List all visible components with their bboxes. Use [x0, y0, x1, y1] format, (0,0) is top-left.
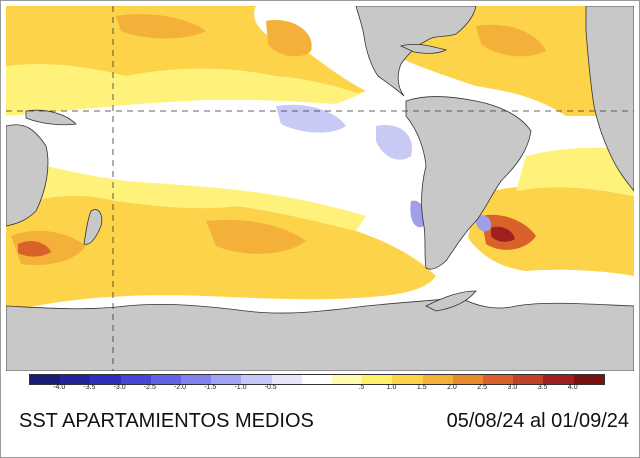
landmasses — [6, 6, 634, 371]
land-new-zealand — [83, 209, 103, 245]
colorbar-tick-label: -2.5 — [143, 384, 156, 391]
anomaly-field — [6, 6, 634, 311]
colorbar-tick-label: -3.0 — [113, 384, 126, 391]
warm-anomaly-malvinas-extreme — [491, 226, 515, 242]
land-south-america — [405, 96, 532, 270]
warm-anomaly-sw-pacific-light — [6, 156, 366, 231]
cool-anomaly-east-pacific — [276, 104, 346, 133]
colorbar-cell — [60, 375, 91, 384]
colorbar-cell — [90, 375, 121, 384]
colorbar-cell — [483, 375, 514, 384]
colorbar-tick-label: 3.5 — [537, 384, 548, 391]
map-canvas — [6, 6, 634, 371]
colorbar-cell — [332, 375, 363, 384]
colorbar-cell — [271, 375, 302, 384]
warm-anomaly-north-atlantic-strong — [476, 24, 546, 57]
colorbar-tick-label: 1.0 — [386, 384, 397, 391]
land-florida-cuba — [399, 43, 448, 54]
colorbar-tick-label: -4.0 — [53, 384, 66, 391]
warm-anomaly-north-pacific-strong — [266, 20, 312, 57]
figure-title: SST APARTAMIENTOS MEDIOS — [19, 410, 314, 432]
colorbar-cell — [120, 375, 151, 384]
warm-anomaly-tasman — [11, 230, 86, 266]
warm-anomaly-sw-pacific — [6, 195, 436, 311]
land-africa — [585, 6, 634, 192]
colorbar-tick-label: -1.5 — [204, 384, 217, 391]
warm-anomaly-north-pacific-light — [6, 64, 361, 116]
colorbar-cell — [150, 375, 182, 384]
warm-anomaly-south-atlantic — [468, 186, 634, 276]
colorbar-cell — [362, 375, 393, 384]
land-australia — [6, 124, 49, 227]
warm-anomaly-north-pacific-strong-2 — [116, 14, 206, 39]
colorbar-tick-label: .5 — [358, 384, 365, 391]
figure-caption: SST APARTAMIENTOS MEDIOS 05/08/24 al 01/… — [19, 410, 629, 440]
colorbar-cell — [543, 375, 574, 384]
colorbar-cell — [513, 375, 544, 384]
colorbar-cell — [452, 375, 484, 384]
colorbar — [29, 374, 605, 385]
colorbar-cell — [301, 375, 333, 384]
graticule-lines — [6, 6, 634, 371]
colorbar-cell — [422, 375, 453, 384]
warm-anomaly-south-atlantic-light — [516, 147, 634, 196]
warm-anomaly-tasman-hot — [18, 241, 51, 257]
colorbar-tick-label: 3.0 — [507, 384, 518, 391]
colorbar-tick-label: -1.0 — [234, 384, 247, 391]
colorbar-tick-label: 1.5 — [416, 384, 427, 391]
colorbar-tick-label: -3.5 — [83, 384, 96, 391]
land-north-america — [355, 6, 477, 97]
colorbar-cell — [241, 375, 272, 384]
colorbar-tick-label: -0.5 — [264, 384, 277, 391]
sst-anomaly-map — [6, 6, 634, 371]
colorbar-cell — [211, 375, 242, 384]
colorbar-cell — [181, 375, 212, 384]
colorbar-tick-label: -2.0 — [174, 384, 187, 391]
figure-period: 05/08/24 al 01/09/24 — [446, 410, 629, 432]
colorbar-tick-label: 4.0 — [567, 384, 578, 391]
colorbar-cell — [573, 375, 604, 384]
cool-anomaly-peru — [376, 125, 412, 160]
cool-anomaly-argentina — [475, 214, 492, 232]
colorbar-cell — [392, 375, 423, 384]
warm-anomaly-south-pacific-strong — [206, 219, 306, 254]
colorbar-cell — [30, 375, 61, 384]
colorbar-tick-label: 2.5 — [477, 384, 488, 391]
land-antarctica — [6, 297, 634, 371]
colorbar-tick-labels: -4.0 -3.5 -3.0 -2.5 -2.0 -1.5 -1.0 -0.5 .5 1.0 1.5… — [29, 384, 605, 396]
colorbar-tick-label: 2.0 — [447, 384, 457, 391]
land-antarctic-peninsula — [425, 290, 477, 312]
